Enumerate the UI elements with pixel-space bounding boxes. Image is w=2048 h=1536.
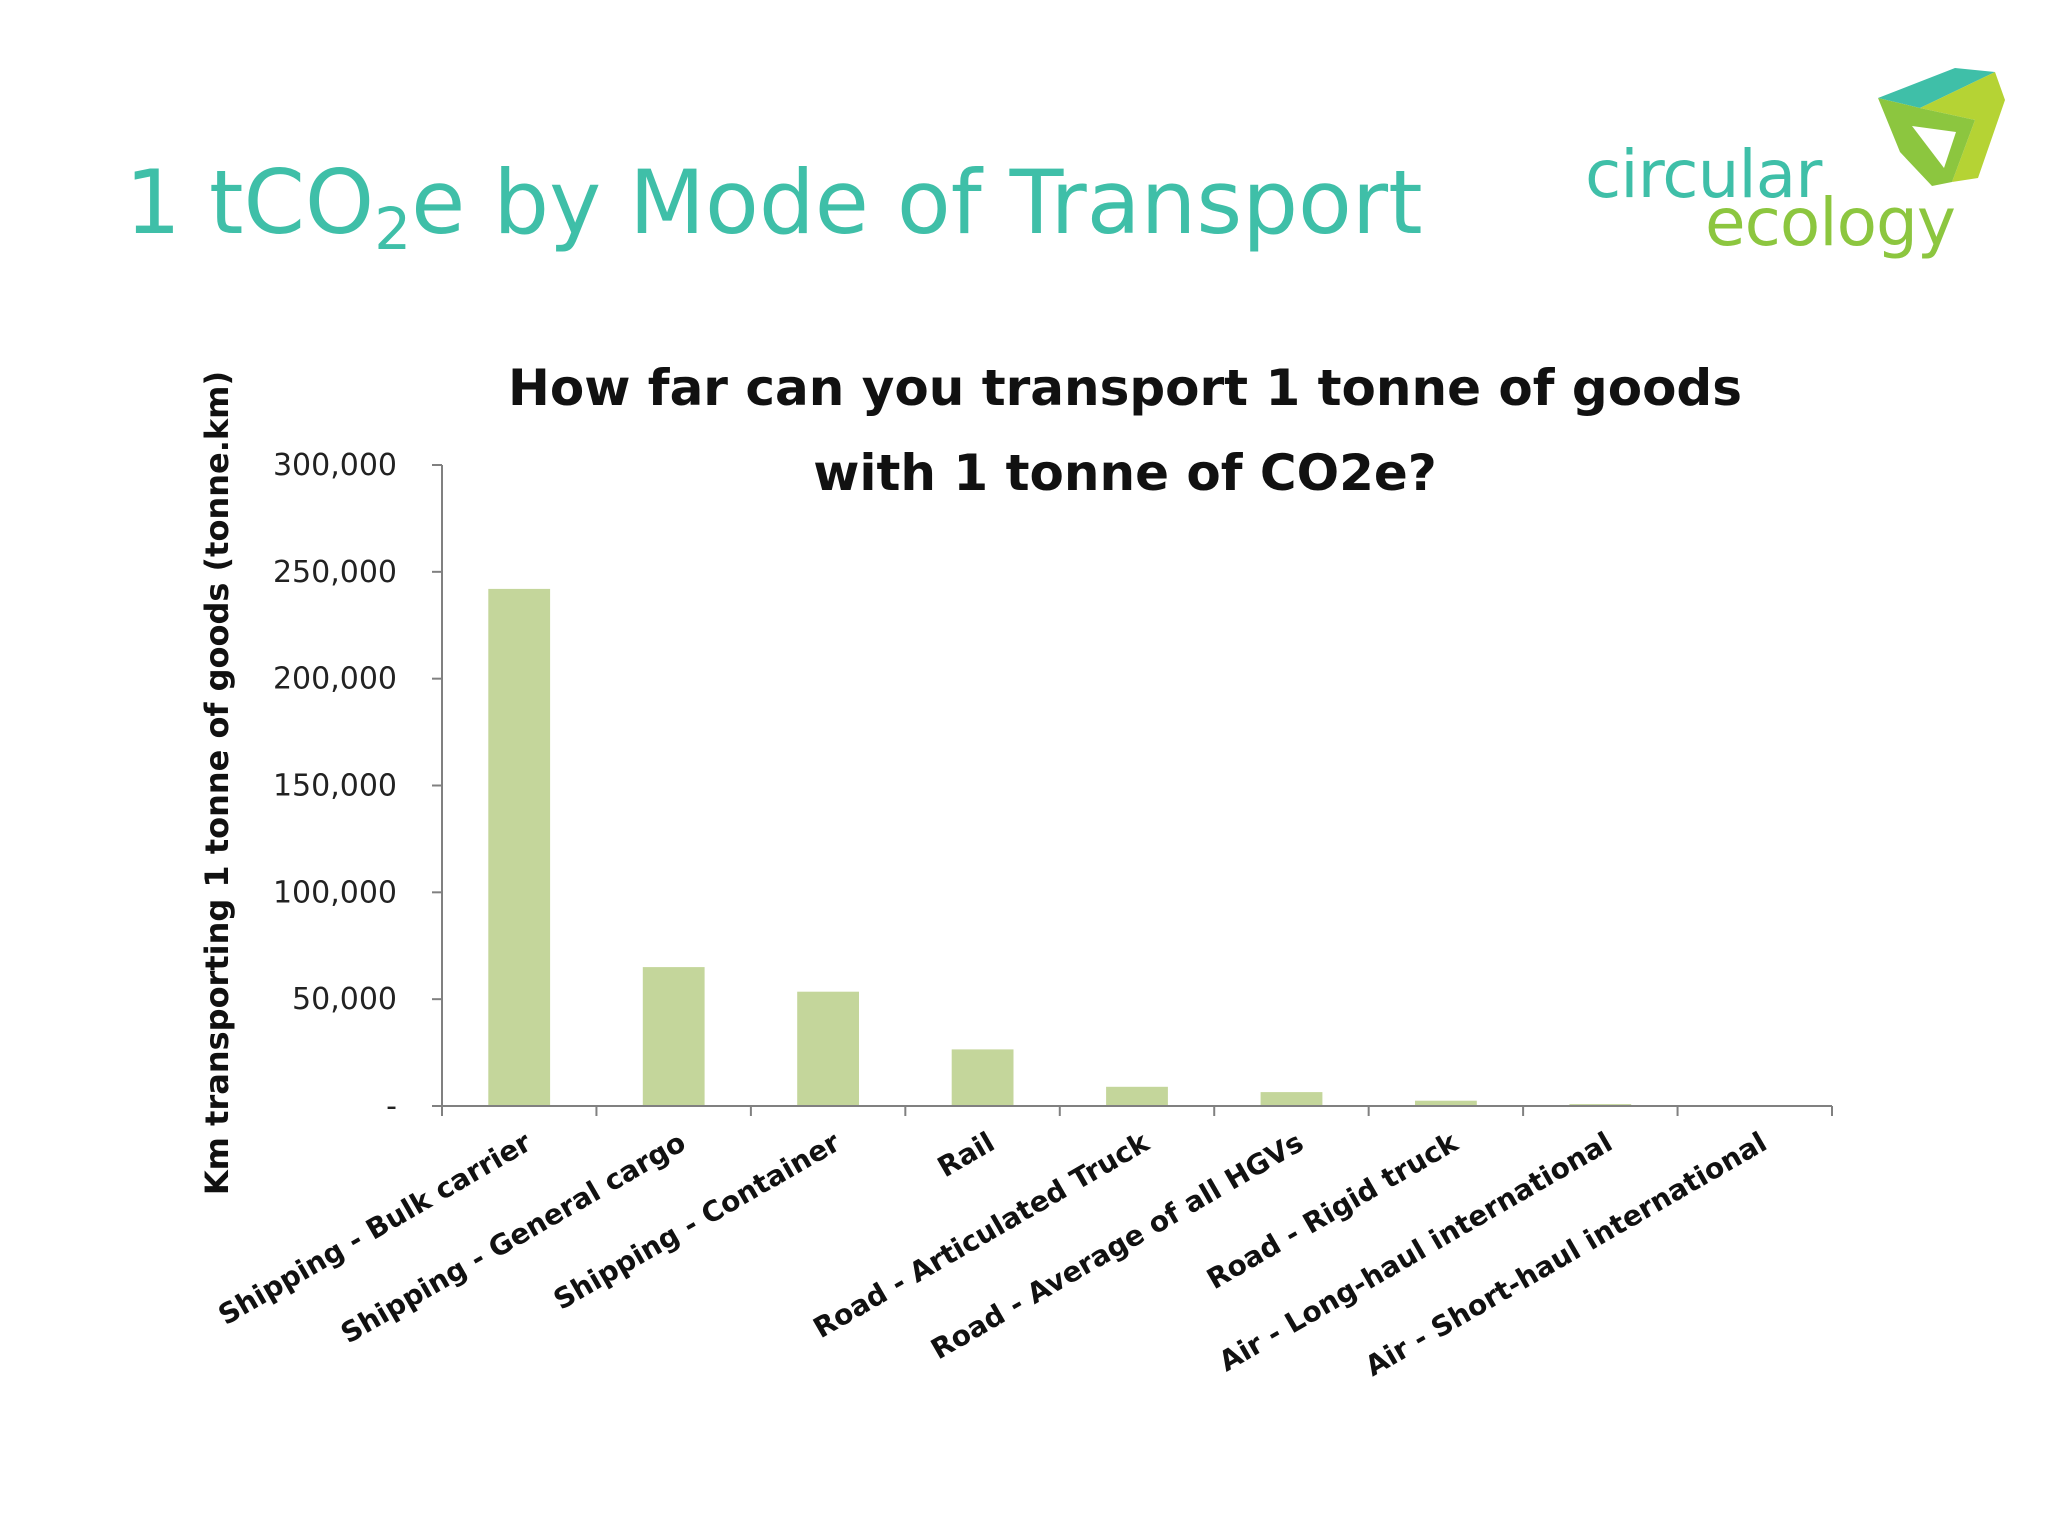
y-axis-label: Km transporting 1 tonne of goods (tonne.… — [198, 371, 236, 1195]
y-tick-label: 150,000 — [273, 769, 397, 804]
bar — [1260, 1092, 1323, 1106]
x-tick-label: Shipping - Container — [548, 1125, 846, 1316]
logo-word-ecology: ecology — [1705, 184, 1956, 261]
bar — [642, 967, 705, 1106]
title-main: 1 tCO — [125, 151, 375, 254]
x-tick-label: Road - Rigid truck — [1201, 1125, 1464, 1296]
chart-title-line-1: How far can you transport 1 tonne of goo… — [508, 359, 1742, 417]
bar — [1415, 1100, 1477, 1106]
title-rest: e by Mode of Transport — [411, 151, 1423, 254]
logo-mark-icon — [1878, 68, 2005, 186]
circular-ecology-logo: circular ecology — [1575, 60, 2015, 270]
slide-title: 1 tCO2e by Mode of Transport — [125, 150, 1423, 258]
y-tick-label: 300,000 — [273, 448, 397, 483]
y-tick-label: - — [386, 1089, 397, 1124]
chart-title-line-2: with 1 tonne of CO2e? — [813, 444, 1437, 502]
plot-area: - 50,000 100,000 150,000 200,000 250,000 300,0… — [213, 448, 1833, 1383]
x-tick-label: Rail — [932, 1125, 1000, 1183]
y-tick-label: 100,000 — [273, 875, 397, 910]
y-tick-label: 50,000 — [292, 982, 397, 1017]
logo-word-circular: circular — [1585, 136, 1822, 213]
bar — [951, 1049, 1014, 1106]
y-tick-label: 250,000 — [273, 555, 397, 590]
bar — [1106, 1086, 1168, 1106]
bar — [488, 588, 551, 1106]
title-subscript: 2 — [374, 195, 412, 264]
y-tick-label: 200,000 — [273, 662, 397, 697]
bar — [797, 991, 859, 1106]
